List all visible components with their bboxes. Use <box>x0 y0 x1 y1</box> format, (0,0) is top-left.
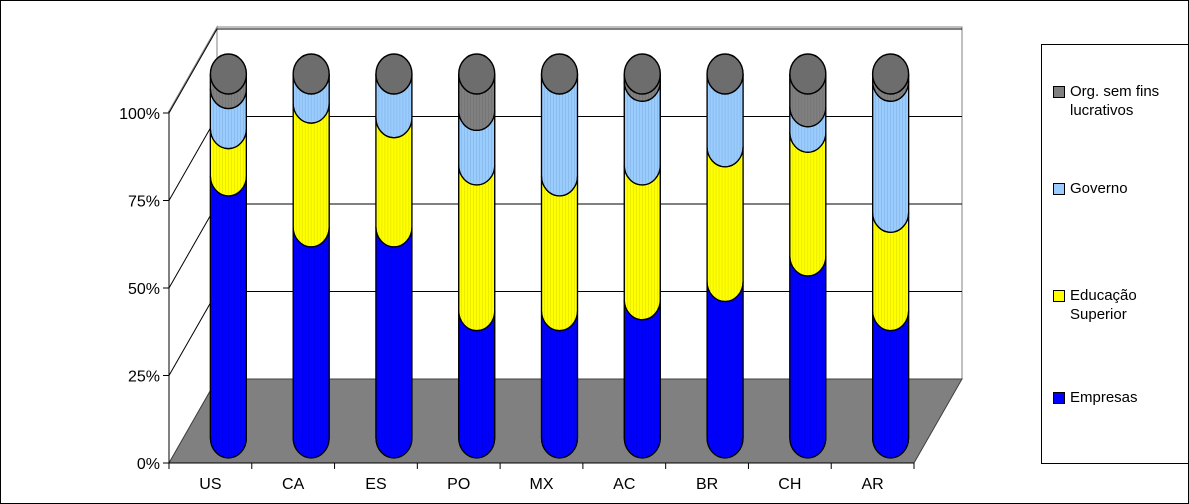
legend: Org. sem fins lucrativos Governo Educaçã… <box>1041 44 1188 464</box>
x-tick-label: CH <box>778 476 801 493</box>
cylinder-edge <box>209 88 247 110</box>
y-tick-label: 50% <box>128 281 160 298</box>
cylinder-edge <box>789 437 827 459</box>
legend-item-empresas: Empresas <box>1053 388 1188 407</box>
cylinder-edge <box>540 437 579 459</box>
cylinder-edge <box>872 81 910 102</box>
cylinder-edge <box>872 310 910 332</box>
x-tick-label: AC <box>613 476 635 493</box>
cylinder-edge <box>458 110 496 131</box>
gridline-side <box>168 116 218 201</box>
cylinder-edge <box>623 299 661 321</box>
y-tick-label: 0% <box>137 456 160 473</box>
cylinder-edge <box>209 175 247 197</box>
x-tick-label: AR <box>861 476 883 493</box>
x-tick-label: MX <box>530 476 554 493</box>
x-tick-label: US <box>199 476 221 493</box>
cylinder-edge <box>872 437 910 459</box>
cylinder-edge <box>706 281 744 302</box>
cylinder-edge <box>623 437 661 459</box>
legend-swatch-empresas <box>1053 392 1065 404</box>
cylinder-edge <box>458 164 496 186</box>
cylinder-edge <box>540 175 579 197</box>
cylinder-edge <box>375 437 413 459</box>
gridline-side <box>168 203 218 289</box>
gridline-side <box>168 291 218 376</box>
legend-swatch-org-sem-fins <box>1053 86 1065 98</box>
cylinder-edge <box>209 128 247 150</box>
legend-swatch-governo <box>1053 183 1065 195</box>
legend-item-educacao-superior: Educação Superior <box>1053 286 1188 324</box>
chart-plot: 0% 25% 50% 75% 100% US CA ES PO MX AC BR CH AR <box>119 25 963 493</box>
cylinder-edge <box>706 437 744 459</box>
x-tick-label: PO <box>447 476 470 493</box>
x-tick-label: CA <box>282 476 305 493</box>
cylinder-edge <box>209 437 247 459</box>
cylinder-edge <box>623 81 661 102</box>
cylinder-top-CH <box>789 53 827 95</box>
legend-item-governo: Governo <box>1053 179 1188 198</box>
cylinder-edge <box>872 212 910 233</box>
cylinder-edge <box>292 226 330 248</box>
cylinder-top-BR <box>706 53 744 95</box>
legend-label-governo: Governo <box>1070 180 1128 197</box>
cylinder-edge <box>789 132 827 153</box>
x-tick-label: ES <box>365 476 386 493</box>
y-tick-label: 25% <box>128 369 160 386</box>
cylinder-top-ES <box>375 53 413 95</box>
cylinder-top-CA <box>292 53 330 95</box>
gridline-side <box>168 28 218 114</box>
legend-label-educacao-superior: Educação Superior <box>1070 287 1137 323</box>
cylinder-top-AC <box>623 53 661 95</box>
cylinder-edge <box>292 103 330 124</box>
cylinder-top-PO <box>458 53 496 95</box>
cylinder-edge <box>623 164 661 186</box>
cylinder-edge <box>540 310 579 332</box>
y-tick-label: 100% <box>119 106 160 123</box>
cylinder-edge <box>789 106 827 128</box>
cylinder-edge <box>458 310 496 332</box>
cylinder-edge <box>375 226 413 248</box>
cylinder-top-MX <box>540 53 579 95</box>
cylinder-top-AR <box>871 53 910 95</box>
legend-label-empresas: Empresas <box>1070 389 1138 406</box>
legend-label-org-sem-fins: Org. sem fins lucrativos <box>1070 83 1160 119</box>
cylinder-edge <box>292 437 330 459</box>
x-tick-label: BR <box>696 476 718 493</box>
y-tick-label: 75% <box>128 194 160 211</box>
cylinder-edge <box>706 146 744 168</box>
cylinder-edge <box>789 255 827 277</box>
cylinder-edge <box>375 117 413 139</box>
legend-item-org-sem-fins: Org. sem fins lucrativos <box>1053 82 1188 120</box>
legend-swatch-educacao-superior <box>1053 290 1065 302</box>
cylinder-top-US <box>209 53 248 95</box>
cylinder-edge <box>458 437 496 459</box>
